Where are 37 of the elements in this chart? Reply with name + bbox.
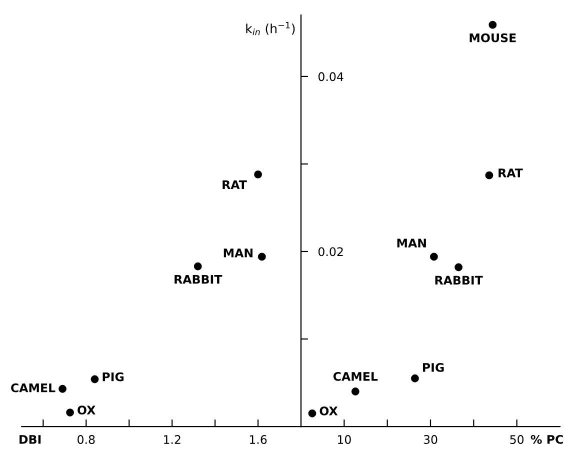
point — [454, 263, 463, 272]
annotation: OX — [78, 406, 96, 415]
annotation: MAN — [224, 248, 252, 258]
point — [90, 375, 99, 384]
y-axis-title: k$_{in}$ (h$^{−1}$) — [246, 22, 295, 36]
point — [254, 170, 262, 178]
y-tick-label: 0.04 — [318, 72, 344, 82]
point — [308, 409, 316, 418]
annotation: OX — [320, 406, 338, 416]
point — [488, 20, 497, 29]
annotation: MOUSE — [470, 33, 516, 42]
annotation: RAT — [222, 180, 247, 189]
point — [194, 262, 202, 270]
x-axis-title: % PC — [530, 434, 563, 444]
y-tick-label: 0.02 — [318, 247, 343, 256]
point — [66, 408, 74, 416]
annotation: RABBIT — [174, 275, 222, 284]
x-tick-label: 1.2 — [164, 435, 180, 444]
point — [258, 252, 266, 261]
annotation: MAN — [397, 238, 426, 248]
point — [351, 388, 360, 396]
annotation: PIG — [102, 372, 124, 382]
x-tick-label: 0.8 — [78, 435, 95, 444]
point — [411, 374, 419, 382]
annotation: RAT — [498, 168, 523, 178]
annotation: CAMEL — [11, 383, 56, 392]
x-tick-label: 50 — [510, 435, 524, 444]
annotation: CAMEL — [333, 372, 378, 381]
point — [430, 252, 438, 261]
x-tick-label: 30 — [424, 435, 438, 444]
annotation: PIG — [422, 363, 444, 372]
x-tick-label: 1.6 — [250, 435, 267, 444]
x-axis-title: DBI — [20, 435, 41, 444]
point — [485, 171, 494, 180]
point — [58, 384, 66, 393]
x-tick-label: 10 — [338, 435, 351, 444]
annotation: RABBIT — [435, 276, 483, 285]
